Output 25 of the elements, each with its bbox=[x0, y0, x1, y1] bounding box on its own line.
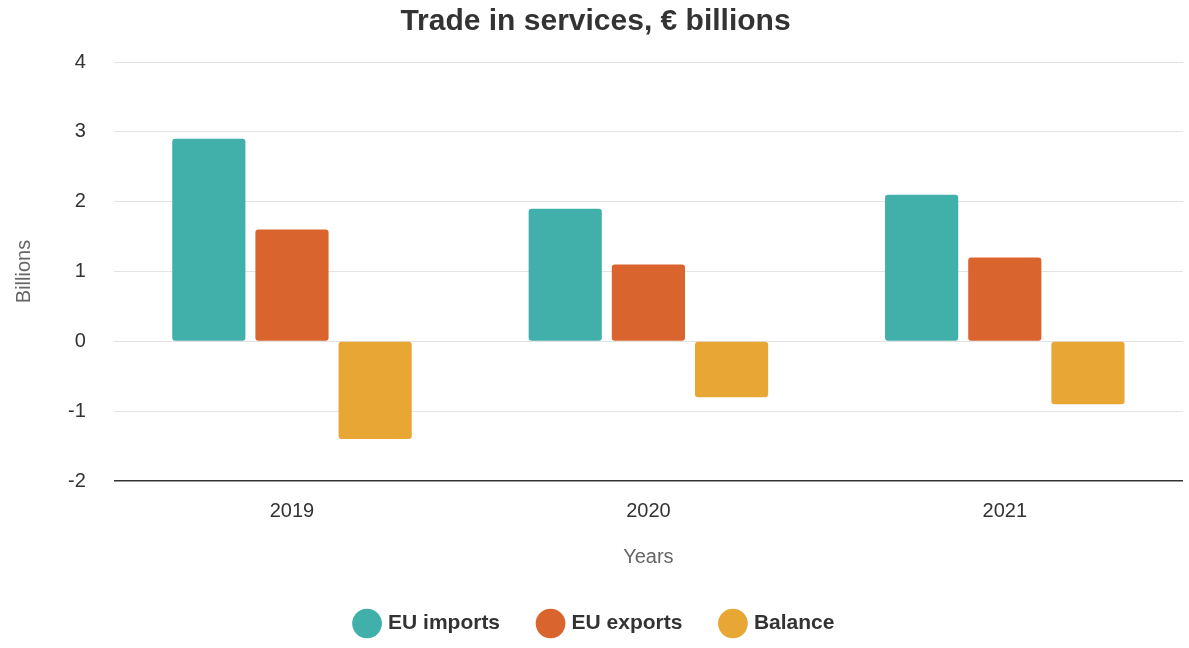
x-tick-label: 2020 bbox=[626, 498, 671, 521]
bar bbox=[694, 341, 769, 398]
chart-title: Trade in services, € billions bbox=[400, 3, 791, 37]
legend-label: EU exports bbox=[571, 610, 683, 634]
y-axis-title: Billions bbox=[11, 239, 34, 304]
bar bbox=[255, 229, 329, 341]
x-tick-label: 2021 bbox=[982, 498, 1028, 521]
y-tick-label: 1 bbox=[74, 259, 86, 282]
y-tick-label: -2 bbox=[67, 468, 86, 491]
y-tick-label: -1 bbox=[67, 398, 86, 421]
legend-label: Balance bbox=[753, 610, 835, 634]
bar bbox=[1051, 341, 1125, 405]
bar bbox=[885, 194, 959, 341]
bar bbox=[968, 257, 1042, 341]
bar bbox=[172, 138, 246, 341]
y-tick-label: 0 bbox=[74, 328, 86, 351]
x-tick-label: 2019 bbox=[269, 498, 315, 521]
bar bbox=[611, 264, 685, 341]
y-tick-label: 3 bbox=[74, 119, 86, 142]
x-axis-title: Years bbox=[623, 544, 674, 567]
bar bbox=[528, 208, 602, 341]
bar bbox=[338, 341, 412, 440]
y-tick-label: 4 bbox=[74, 49, 86, 72]
y-tick-label: 2 bbox=[74, 189, 86, 212]
legend-label: EU imports bbox=[388, 610, 501, 634]
